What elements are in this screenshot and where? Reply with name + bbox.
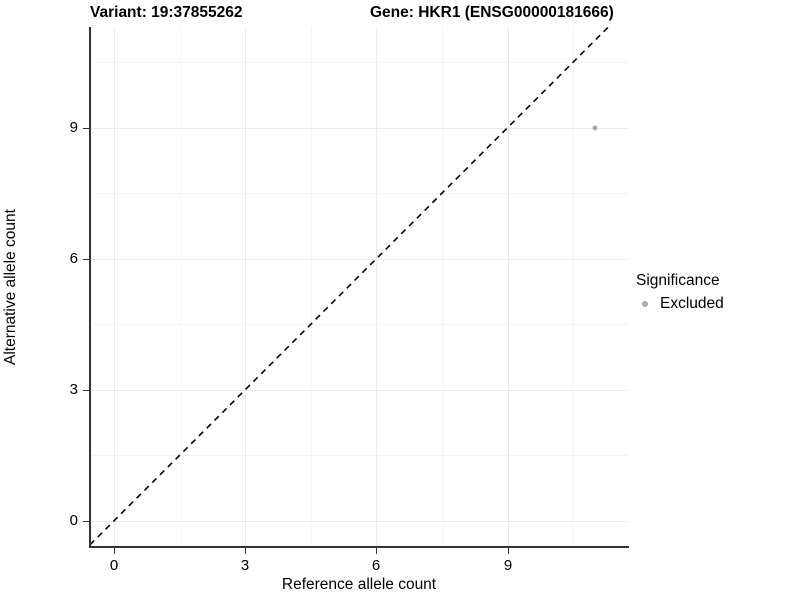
gridline-horizontal xyxy=(90,521,628,522)
x-tick-label: 6 xyxy=(371,557,381,574)
y-tick-label: 0 xyxy=(69,512,78,529)
legend-key-swatch xyxy=(636,295,654,313)
y-tick-mark xyxy=(83,521,89,522)
x-tick-mark xyxy=(508,548,509,554)
gridline-vertical xyxy=(180,27,181,547)
x-tick-label: 0 xyxy=(109,557,119,574)
y-axis-label: Alternative allele count xyxy=(2,209,19,365)
y-tick-label: 9 xyxy=(69,119,78,136)
gene-title: Gene: HKR1 (ENSG00000181666) xyxy=(370,4,614,21)
gridline-vertical xyxy=(311,27,312,547)
x-axis-line xyxy=(89,546,629,548)
circle-icon xyxy=(642,301,648,307)
x-tick-mark xyxy=(376,548,377,554)
data-point xyxy=(592,125,598,130)
gridline-horizontal xyxy=(90,128,628,129)
gridline-vertical xyxy=(376,27,377,547)
gridline-vertical xyxy=(442,27,443,547)
gridline-horizontal xyxy=(90,259,628,260)
legend-item[interactable]: Excluded xyxy=(636,294,796,314)
gridline-horizontal xyxy=(90,62,628,63)
x-axis-label: Reference allele count xyxy=(281,576,437,593)
gridline-horizontal xyxy=(90,390,628,391)
gridline-horizontal xyxy=(90,324,628,325)
y-axis-line xyxy=(89,27,91,548)
plot-title-row: Variant: 19:37855262 Gene: HKR1 (ENSG000… xyxy=(0,4,800,26)
y-tick-label: 3 xyxy=(69,381,78,398)
variant-title: Variant: 19:37855262 xyxy=(90,4,243,21)
y-axis-label-wrapper: Alternative allele count xyxy=(0,27,22,547)
y-tick-mark xyxy=(83,128,89,129)
legend-item-label: Excluded xyxy=(660,295,724,312)
x-tick-mark xyxy=(114,548,115,554)
x-tick-label: 9 xyxy=(503,557,513,574)
identity-reference-line xyxy=(90,27,609,546)
gridline-horizontal xyxy=(90,193,628,194)
y-tick-label: 6 xyxy=(69,250,78,267)
plot-panel xyxy=(90,27,628,547)
x-tick-label: 3 xyxy=(240,557,250,574)
gridline-vertical xyxy=(114,27,115,547)
legend-title: Significance xyxy=(636,272,720,289)
legend-items: Excluded xyxy=(636,294,796,314)
gridline-vertical xyxy=(245,27,246,547)
x-tick-mark xyxy=(245,548,246,554)
gridline-vertical xyxy=(573,27,574,547)
gridline-vertical xyxy=(508,27,509,547)
y-tick-mark xyxy=(83,259,89,260)
gridline-horizontal xyxy=(90,455,628,456)
identity-line-segment xyxy=(90,27,609,546)
y-tick-mark xyxy=(83,390,89,391)
legend: Significance Excluded xyxy=(636,272,796,314)
